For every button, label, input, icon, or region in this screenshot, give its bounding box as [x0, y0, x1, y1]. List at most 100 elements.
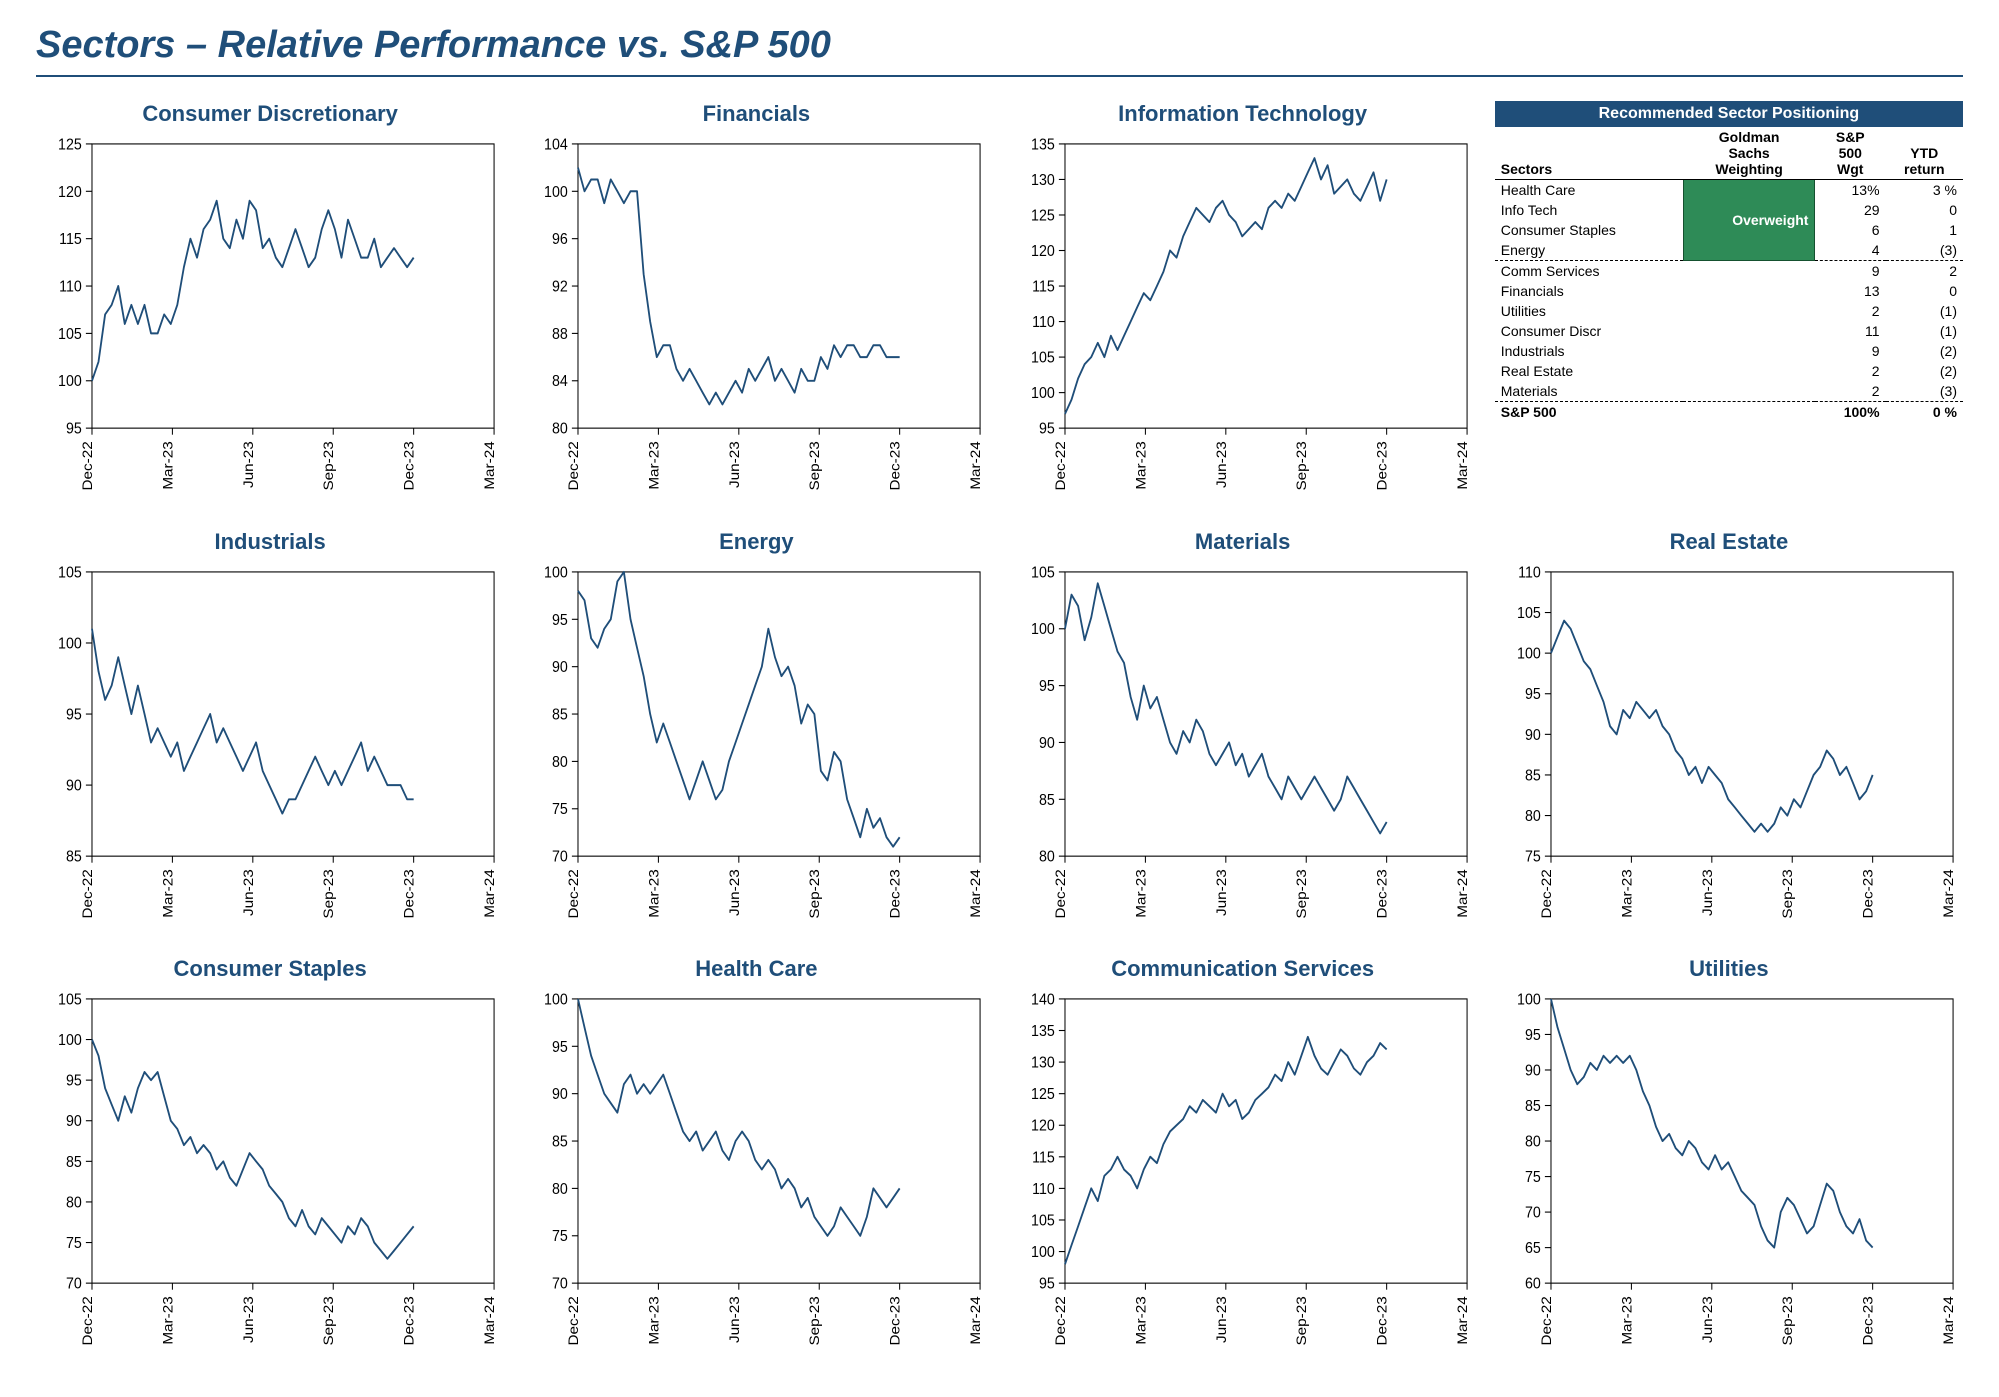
x-tick-label: Dec-22 [80, 441, 95, 490]
y-tick-label: 75 [66, 1236, 82, 1253]
x-tick-label: Sep-23 [1294, 441, 1309, 490]
y-tick-label: 88 [552, 326, 568, 343]
cell-sector: Financials [1495, 281, 1683, 301]
chart-svg: 95100105110115120125130135Dec-22Mar-23Ju… [1009, 133, 1477, 505]
chart-svg: 6065707580859095100Dec-22Mar-23Jun-23Sep… [1495, 988, 1963, 1360]
x-tick-label: Dec-22 [1053, 869, 1068, 918]
cell-sector: Energy [1495, 240, 1683, 261]
cell-ytd: 2 [1886, 261, 1963, 282]
cell-sector: Health Care [1495, 180, 1683, 201]
cell-weighting [1683, 341, 1815, 361]
cell-sector: Materials [1495, 381, 1683, 402]
chart-box: 95100105110115120125130135Dec-22Mar-23Ju… [1009, 133, 1477, 505]
grid-cell: Industrials859095100105Dec-22Mar-23Jun-2… [36, 529, 504, 933]
x-tick-label: Jun-23 [241, 1297, 256, 1344]
y-tick-label: 100 [1031, 1245, 1055, 1262]
cell-ytd: 0 [1886, 200, 1963, 220]
grid-cell: Health Care707580859095100Dec-22Mar-23Ju… [522, 956, 990, 1360]
x-tick-label: Jun-23 [728, 441, 743, 488]
y-tick-label: 110 [59, 279, 82, 296]
y-tick-label: 75 [1525, 849, 1541, 866]
cell-wgt: 100% [1815, 402, 1886, 423]
grid-cell: Energy707580859095100Dec-22Mar-23Jun-23S… [522, 529, 990, 933]
cell-ytd: (3) [1886, 240, 1963, 261]
y-tick-label: 140 [1031, 992, 1055, 1009]
grid-cell: Recommended Sector PositioningSectorsGol… [1495, 101, 1963, 505]
x-tick-label: Dec-23 [402, 441, 417, 490]
cell-ytd: 0 % [1886, 402, 1963, 423]
chart-box: 95100105110115120125Dec-22Mar-23Jun-23Se… [36, 133, 504, 505]
cell-ytd: (1) [1886, 321, 1963, 341]
x-tick-label: Mar-24 [1455, 1297, 1470, 1345]
cell-wgt: 4 [1815, 240, 1886, 261]
cell-weighting [1683, 261, 1815, 282]
y-tick-label: 100 [58, 1033, 82, 1050]
y-tick-label: 80 [552, 1182, 568, 1199]
x-tick-label: Dec-22 [567, 1297, 582, 1346]
x-tick-label: Dec-22 [1053, 1297, 1068, 1346]
y-tick-label: 100 [58, 374, 82, 391]
x-tick-label: Dec-22 [567, 869, 582, 918]
x-tick-label: Mar-23 [161, 1297, 176, 1345]
cell-ytd: (3) [1886, 381, 1963, 402]
cell-ytd: 1 [1886, 220, 1963, 240]
y-tick-label: 100 [1517, 646, 1541, 663]
y-tick-label: 80 [1525, 808, 1541, 825]
y-tick-label: 100 [1517, 992, 1541, 1009]
y-tick-label: 100 [544, 992, 568, 1009]
y-tick-label: 80 [552, 754, 568, 771]
table-row: Materials2(3) [1495, 381, 1963, 402]
x-tick-label: Dec-22 [1053, 441, 1068, 490]
rec-table: SectorsGoldmanSachsWeightingS&P500WgtYTD… [1495, 127, 1963, 422]
y-tick-label: 115 [1032, 279, 1055, 296]
rec-positioning-panel: Recommended Sector PositioningSectorsGol… [1495, 101, 1963, 422]
grid-cell: Communication Services951001051101151201… [1009, 956, 1477, 1360]
y-tick-label: 110 [1518, 565, 1541, 582]
table-row: Health CareOverweight13%3 % [1495, 180, 1963, 201]
chart-title: Real Estate [1495, 529, 1963, 555]
x-tick-label: Jun-23 [1700, 869, 1715, 916]
x-tick-label: Dec-23 [1861, 869, 1876, 918]
chart-title: Industrials [36, 529, 504, 555]
x-tick-label: Sep-23 [808, 869, 823, 918]
cell-wgt: 9 [1815, 261, 1886, 282]
x-tick-label: Sep-23 [1294, 869, 1309, 918]
x-tick-label: Mar-24 [483, 869, 498, 917]
chart-title: Communication Services [1009, 956, 1477, 982]
y-tick-label: 115 [59, 232, 82, 249]
chart-box: 7580859095100105110Dec-22Mar-23Jun-23Sep… [1495, 561, 1963, 933]
x-tick-label: Jun-23 [1700, 1297, 1715, 1344]
chart-grid: Consumer Discretionary951001051101151201… [36, 101, 1963, 1360]
y-tick-label: 84 [552, 374, 568, 391]
y-tick-label: 70 [1525, 1205, 1541, 1222]
x-tick-label: Mar-23 [161, 869, 176, 917]
chart-svg: 8084889296100104Dec-22Mar-23Jun-23Sep-23… [522, 133, 990, 505]
rec-col-header: GoldmanSachsWeighting [1683, 127, 1815, 180]
x-tick-label: Mar-24 [1455, 441, 1470, 489]
table-row: Real Estate2(2) [1495, 361, 1963, 381]
chart-title: Financials [522, 101, 990, 127]
cell-sector: Real Estate [1495, 361, 1683, 381]
cell-ytd: 0 [1886, 281, 1963, 301]
y-tick-label: 90 [552, 1087, 568, 1104]
y-tick-label: 120 [1031, 244, 1055, 261]
x-tick-label: Dec-23 [1375, 869, 1390, 918]
x-tick-label: Dec-23 [1861, 1297, 1876, 1346]
x-tick-label: Dec-23 [402, 1297, 417, 1346]
overweight-badge: Overweight [1683, 180, 1815, 261]
chart-box: 707580859095100Dec-22Mar-23Jun-23Sep-23D… [522, 988, 990, 1360]
y-tick-label: 95 [1038, 678, 1054, 695]
chart-svg: 7580859095100105110Dec-22Mar-23Jun-23Sep… [1495, 561, 1963, 933]
y-tick-label: 115 [1032, 1150, 1055, 1167]
x-tick-label: Sep-23 [808, 1297, 823, 1346]
chart-svg: 859095100105Dec-22Mar-23Jun-23Sep-23Dec-… [36, 561, 504, 933]
x-tick-label: Dec-23 [888, 1297, 903, 1346]
y-tick-label: 95 [66, 421, 82, 438]
x-tick-label: Mar-23 [647, 1297, 662, 1345]
chart-box: 707580859095100105Dec-22Mar-23Jun-23Sep-… [36, 988, 504, 1360]
x-tick-label: Dec-22 [80, 869, 95, 918]
y-tick-label: 65 [1525, 1241, 1541, 1258]
x-tick-label: Mar-23 [1133, 869, 1148, 917]
x-tick-label: Sep-23 [322, 869, 337, 918]
x-tick-label: Sep-23 [1780, 869, 1795, 918]
